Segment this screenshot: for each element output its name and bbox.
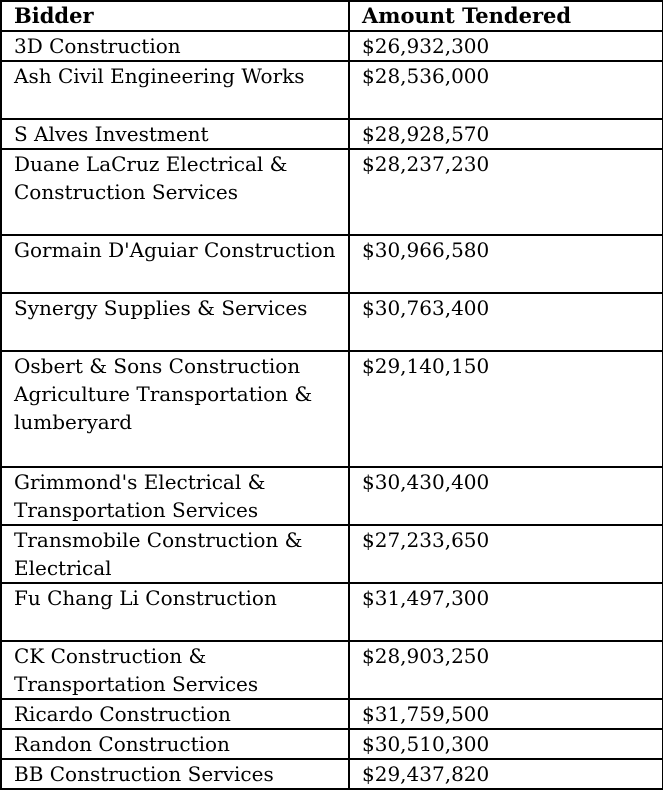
amount-cell: $30,510,300 bbox=[348, 728, 663, 760]
table-row: Osbert & Sons Construction Agriculture T… bbox=[0, 350, 663, 468]
amount-cell: $31,759,500 bbox=[348, 698, 663, 730]
header-row: Bidder Amount Tendered bbox=[0, 0, 663, 32]
table-row: Gormain D'Aguiar Construction $30,966,580 bbox=[0, 234, 663, 294]
table-row: BB Construction Services $29,437,820 bbox=[0, 758, 663, 790]
bidder-cell: Grimmond's Electrical & Transportation S… bbox=[0, 466, 350, 526]
bidder-cell: Synergy Supplies & Services bbox=[0, 292, 350, 352]
table-row: Randon Construction $30,510,300 bbox=[0, 728, 663, 760]
amount-cell: $28,903,250 bbox=[348, 640, 663, 700]
amount-cell: $26,932,300 bbox=[348, 30, 663, 62]
amount-cell: $27,233,650 bbox=[348, 524, 663, 584]
amount-cell: $28,928,570 bbox=[348, 118, 663, 150]
amount-cell: $30,763,400 bbox=[348, 292, 663, 352]
bidder-cell: Fu Chang Li Construction bbox=[0, 582, 350, 642]
table-row: Duane LaCruz Electrical & Construction S… bbox=[0, 148, 663, 236]
bidder-cell: Gormain D'Aguiar Construction bbox=[0, 234, 350, 294]
table-row: Ash Civil Engineering Works $28,536,000 bbox=[0, 60, 663, 120]
bidder-cell: CK Construction & Transportation Service… bbox=[0, 640, 350, 700]
table-row: 3D Construction $26,932,300 bbox=[0, 30, 663, 62]
table-row: Grimmond's Electrical & Transportation S… bbox=[0, 466, 663, 526]
bidder-cell: Ash Civil Engineering Works bbox=[0, 60, 350, 120]
bidder-cell: Osbert & Sons Construction Agriculture T… bbox=[0, 350, 350, 468]
amount-cell: $30,966,580 bbox=[348, 234, 663, 294]
amount-cell: $31,497,300 bbox=[348, 582, 663, 642]
header-amount: Amount Tendered bbox=[348, 0, 663, 32]
header-bidder: Bidder bbox=[0, 0, 350, 32]
bidder-cell: BB Construction Services bbox=[0, 758, 350, 790]
bidder-cell: Duane LaCruz Electrical & Construction S… bbox=[0, 148, 350, 236]
amount-cell: $28,237,230 bbox=[348, 148, 663, 236]
bidder-cell: Ricardo Construction bbox=[0, 698, 350, 730]
table-row: S Alves Investment $28,928,570 bbox=[0, 118, 663, 150]
bidder-cell: 3D Construction bbox=[0, 30, 350, 62]
amount-cell: $29,437,820 bbox=[348, 758, 663, 790]
table-row: Transmobile Construction & Electrical $27… bbox=[0, 524, 663, 584]
amount-cell: $29,140,150 bbox=[348, 350, 663, 468]
table-row: Fu Chang Li Construction $31,497,300 bbox=[0, 582, 663, 642]
amount-cell: $30,430,400 bbox=[348, 466, 663, 526]
table-body: 3D Construction $26,932,300 Ash Civil Engi… bbox=[0, 30, 663, 790]
table-row: CK Construction & Transportation Service… bbox=[0, 640, 663, 700]
bidder-cell: S Alves Investment bbox=[0, 118, 350, 150]
amount-cell: $28,536,000 bbox=[348, 60, 663, 120]
table-row: Ricardo Construction $31,759,500 bbox=[0, 698, 663, 730]
bidder-cell: Randon Construction bbox=[0, 728, 350, 760]
bidder-cell: Transmobile Construction & Electrical bbox=[0, 524, 350, 584]
table-row: Synergy Supplies & Services $30,763,400 bbox=[0, 292, 663, 352]
